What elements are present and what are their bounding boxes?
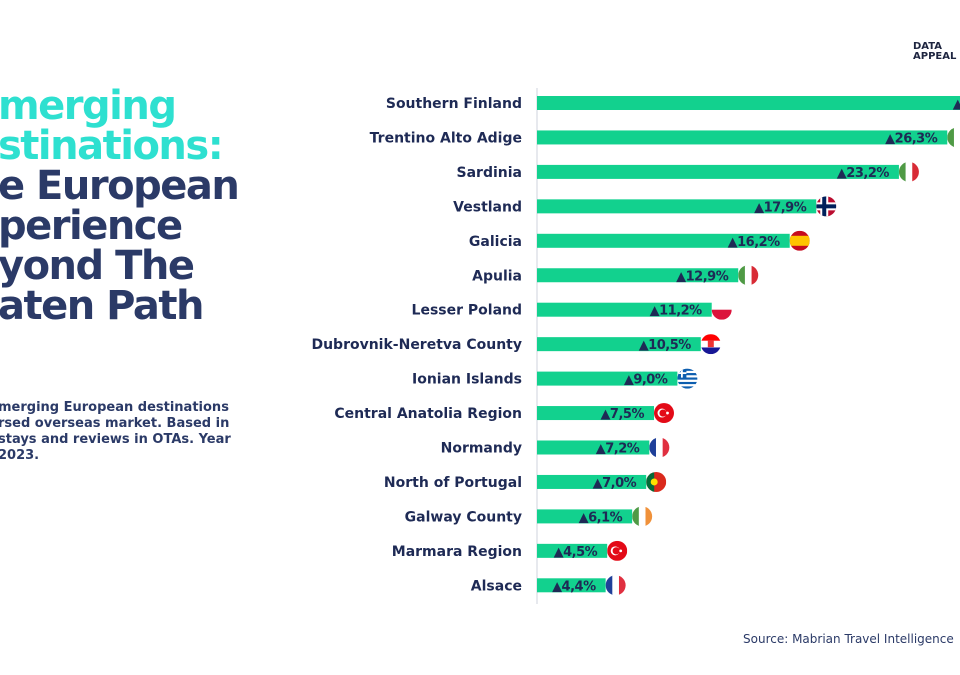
- bar: [537, 578, 606, 593]
- title-line-5: yond The: [0, 243, 195, 289]
- subtitle-line: stays and reviews in OTAs. Year: [0, 432, 231, 447]
- italy-flag-icon: [738, 265, 759, 286]
- turkey-flag-icon: [607, 540, 628, 561]
- bar: [537, 164, 899, 179]
- category-label: Apulia: [472, 268, 522, 284]
- category-label: Alsace: [471, 578, 522, 594]
- croatia-flag-icon: [700, 334, 721, 355]
- category-label: Vestland: [453, 199, 522, 215]
- subtitle: merging European destinations rsed overse…: [0, 400, 258, 464]
- bar: [537, 302, 712, 317]
- value-label: ▲10,5%: [639, 338, 692, 353]
- value-label: ▲4,5%: [554, 545, 598, 560]
- subtitle-line: rsed overseas market. Based in: [0, 416, 230, 431]
- value-label: ▲7,0%: [593, 476, 637, 491]
- value-label: ▲17,9%: [754, 200, 807, 215]
- bar: [537, 406, 654, 421]
- data-appeal-logo: DATA APPEAL: [913, 41, 957, 62]
- italy-flag-icon: [898, 161, 919, 182]
- subtitle-line: 2023.: [0, 448, 40, 463]
- source-note: Source: Mabrian Travel Intelligence: [743, 632, 954, 646]
- category-label: Normandy: [441, 441, 522, 457]
- italy-flag-icon: [947, 127, 960, 148]
- bar: [537, 130, 948, 145]
- category-label: Sardinia: [457, 165, 522, 181]
- value-label: ▲12,9%: [676, 269, 729, 284]
- category-label: Galicia: [469, 234, 522, 250]
- value-label: ▲4,4%: [552, 579, 596, 594]
- ireland-flag-icon: [632, 506, 653, 527]
- bar: [537, 371, 678, 386]
- category-label: Galway County: [405, 509, 522, 525]
- bar: [537, 96, 960, 110]
- bar: [537, 509, 633, 524]
- value-label: ▲7,2%: [596, 442, 640, 457]
- category-label: Lesser Poland: [412, 303, 522, 319]
- france-flag-icon: [605, 575, 626, 596]
- category-label: Dubrovnik-Neretva County: [311, 337, 522, 353]
- category-label: Marmara Region: [392, 544, 522, 560]
- value-label: ▲26,3%: [885, 131, 938, 146]
- bar: [537, 233, 790, 248]
- value-label: ▲23,2%: [837, 166, 890, 181]
- value-label: ▲29: [953, 97, 960, 112]
- bar: [537, 440, 650, 455]
- subtitle-line: merging European destinations: [0, 400, 229, 415]
- value-label: ▲11,2%: [650, 304, 703, 319]
- bar: [537, 337, 701, 352]
- title-line-6: aten Path: [0, 283, 204, 329]
- category-label: Central Anatolia Region: [334, 406, 522, 422]
- greece-flag-icon: [677, 368, 698, 389]
- portugal-flag-icon: [646, 471, 667, 492]
- title-accent-line-2: stinations:: [0, 123, 224, 169]
- france-flag-icon: [649, 437, 670, 458]
- bar: [537, 543, 608, 558]
- category-label: Southern Finland: [386, 96, 522, 112]
- norway-flag-icon: [816, 196, 837, 217]
- bar: [537, 199, 817, 214]
- turkey-flag-icon: [654, 403, 674, 424]
- spain-flag-icon: [789, 230, 810, 251]
- bar: [537, 474, 647, 489]
- title-line-3: e European: [0, 163, 240, 209]
- poland-flag-icon: [711, 299, 732, 320]
- title-line-4: perience: [0, 203, 183, 249]
- value-label: ▲7,5%: [600, 407, 644, 422]
- value-label: ▲6,1%: [579, 510, 623, 525]
- value-label: ▲16,2%: [728, 235, 781, 250]
- category-label: North of Portugal: [384, 475, 522, 491]
- bar: [537, 268, 739, 283]
- value-label: ▲9,0%: [624, 373, 668, 388]
- category-label: Ionian Islands: [412, 372, 522, 388]
- title-accent-line-1: merging: [0, 83, 177, 129]
- category-label: Trentino Alto Adige: [370, 130, 522, 146]
- page-title: merging stinations: e European perience yond…: [0, 83, 240, 329]
